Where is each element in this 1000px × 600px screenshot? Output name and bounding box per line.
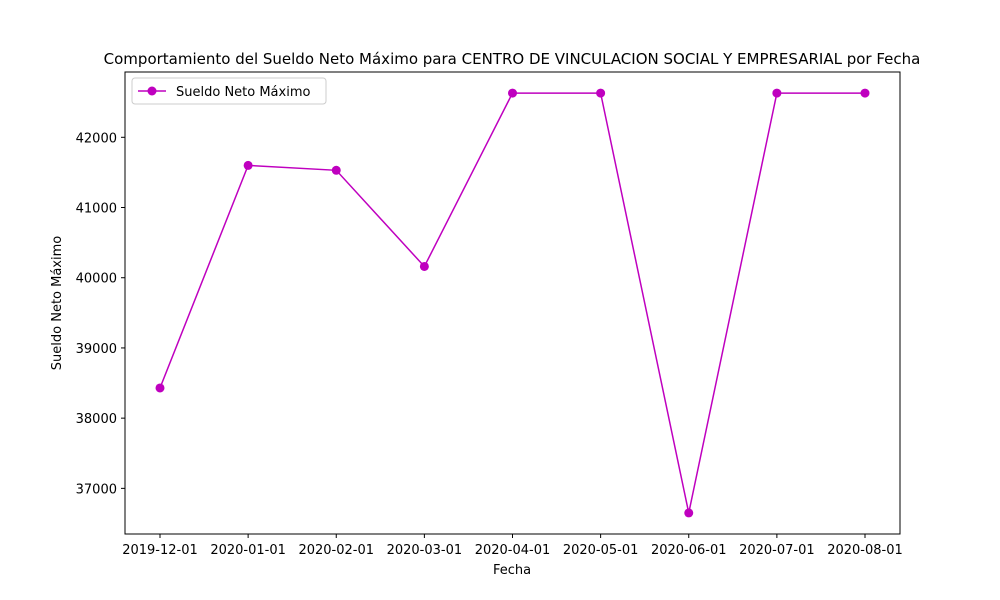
y-tick-label: 37000	[76, 482, 117, 497]
y-tick-label: 40000	[76, 272, 117, 287]
x-tick-label: 2019-12-01	[122, 543, 198, 558]
x-tick-label: 2020-08-01	[827, 543, 903, 558]
data-point	[684, 508, 694, 518]
data-point	[243, 160, 253, 170]
x-tick-label: 2020-02-01	[298, 543, 374, 558]
y-tick-label: 41000	[76, 202, 117, 217]
y-axis-label: Sueldo Neto Máximo	[50, 236, 65, 370]
x-axis: 2019-12-01 2020-01-01 2020-02-01 2020-03-01…	[122, 534, 903, 558]
chart-title: Comportamiento del Sueldo Neto Máximo pa…	[104, 50, 921, 68]
y-axis: 37000 38000 39000 40000 41000 42000	[76, 131, 125, 497]
x-tick-label: 2020-01-01	[210, 543, 286, 558]
x-axis-label: Fecha	[493, 563, 531, 578]
data-point	[596, 88, 606, 98]
legend-point-marker	[147, 86, 157, 96]
plot-frame	[124, 71, 901, 535]
x-tick-label: 2020-06-01	[651, 543, 727, 558]
x-tick-label: 2020-05-01	[563, 543, 639, 558]
legend-label: Sueldo Neto Máximo	[176, 85, 310, 100]
x-tick-label: 2020-03-01	[387, 543, 463, 558]
data-point	[772, 88, 782, 98]
y-tick-label: 38000	[76, 412, 117, 427]
data-point	[419, 261, 429, 271]
y-tick-label: 42000	[76, 131, 117, 146]
legend-box	[131, 77, 327, 105]
series-line	[159, 92, 865, 514]
legend: Sueldo Neto Máximo	[131, 77, 327, 105]
data-point	[155, 383, 165, 393]
data-point	[860, 88, 870, 98]
series-layer	[155, 88, 870, 518]
x-tick-label: 2020-07-01	[739, 543, 815, 558]
y-tick-label: 39000	[76, 342, 117, 357]
data-point	[508, 88, 517, 98]
data-point	[331, 165, 341, 175]
x-tick-label: 2020-04-01	[475, 543, 551, 558]
